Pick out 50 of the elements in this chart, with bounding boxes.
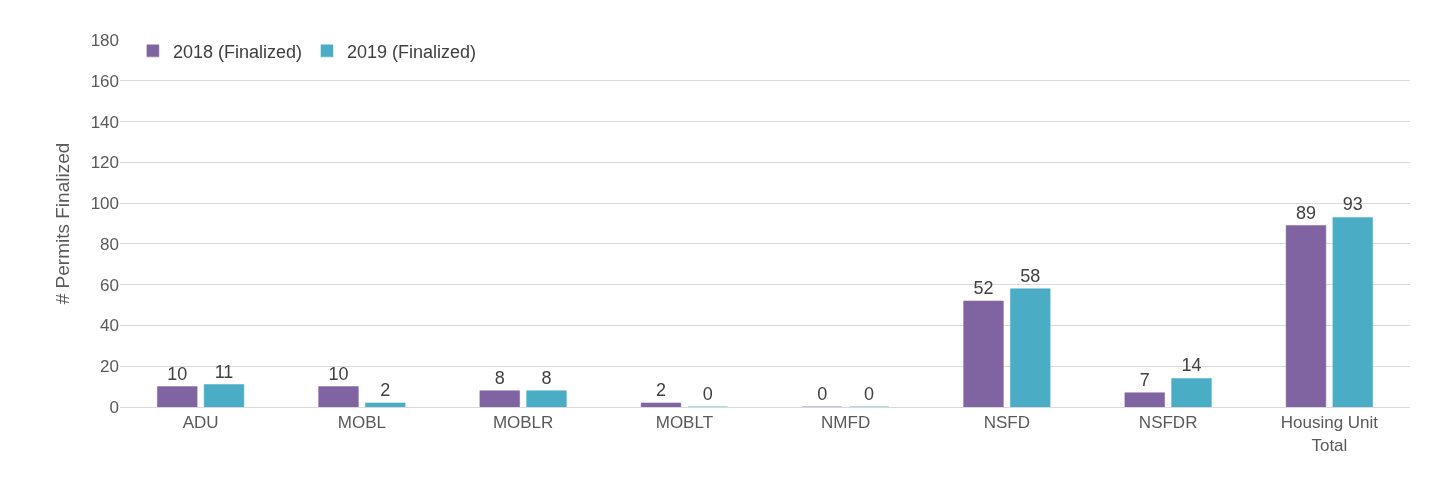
data-label: 7 [1139,369,1150,390]
bar [1171,378,1212,407]
data-label: 2 [655,379,666,400]
y-tick-label: 20 [100,357,119,377]
data-label: 14 [1181,355,1202,376]
data-label: 11 [214,361,234,382]
data-label: 0 [817,384,828,404]
data-label: 8 [494,367,505,388]
y-tick-label: 160 [90,71,119,91]
data-label: 89 [1295,202,1317,223]
x-tick-label: ADU [182,413,219,433]
x-tick-label: MOBLT [655,413,714,433]
data-label: 2 [380,379,391,400]
bar [963,300,1004,407]
bar [640,402,682,407]
bar [1285,225,1327,407]
y-axis-title: # Permits Finalized [52,142,74,305]
bar [479,390,520,407]
data-label: 0 [864,384,875,404]
x-tick-label: NSFD [983,413,1031,433]
bar [1332,217,1373,407]
data-label: 10 [167,363,188,384]
y-tick-label: 120 [90,153,119,173]
y-tick-label: 180 [90,30,119,50]
legend-label: 2019 (Finalized) [346,41,477,62]
y-tick-label: 40 [100,316,119,336]
data-label: 0 [702,384,713,404]
bar [526,390,567,407]
bar [365,402,406,407]
y-tick-label: 140 [90,112,119,132]
y-tick-label: 0 [109,397,119,417]
bar [1124,392,1165,407]
y-tick-label: 60 [100,275,119,295]
y-tick-label: 100 [90,194,119,214]
y-tick-label: 80 [100,234,119,254]
data-label: 58 [1020,265,1041,286]
data-label: 52 [973,277,994,298]
bar [318,386,359,407]
legend-label: 2018 (Finalized) [172,41,302,62]
x-tick-label: NMFD [821,413,871,433]
x-tick-label: Housing Unit Total [1280,413,1379,455]
bar [203,384,245,407]
x-tick-label: MOBL [337,413,386,433]
data-label: 10 [328,363,349,384]
data-label: 8 [541,367,552,388]
bar [157,386,198,407]
data-label: 93 [1342,194,1363,215]
x-tick-label: MOBLR [492,413,554,433]
bar [1010,288,1051,407]
x-tick-label: NSFDR [1138,413,1198,433]
